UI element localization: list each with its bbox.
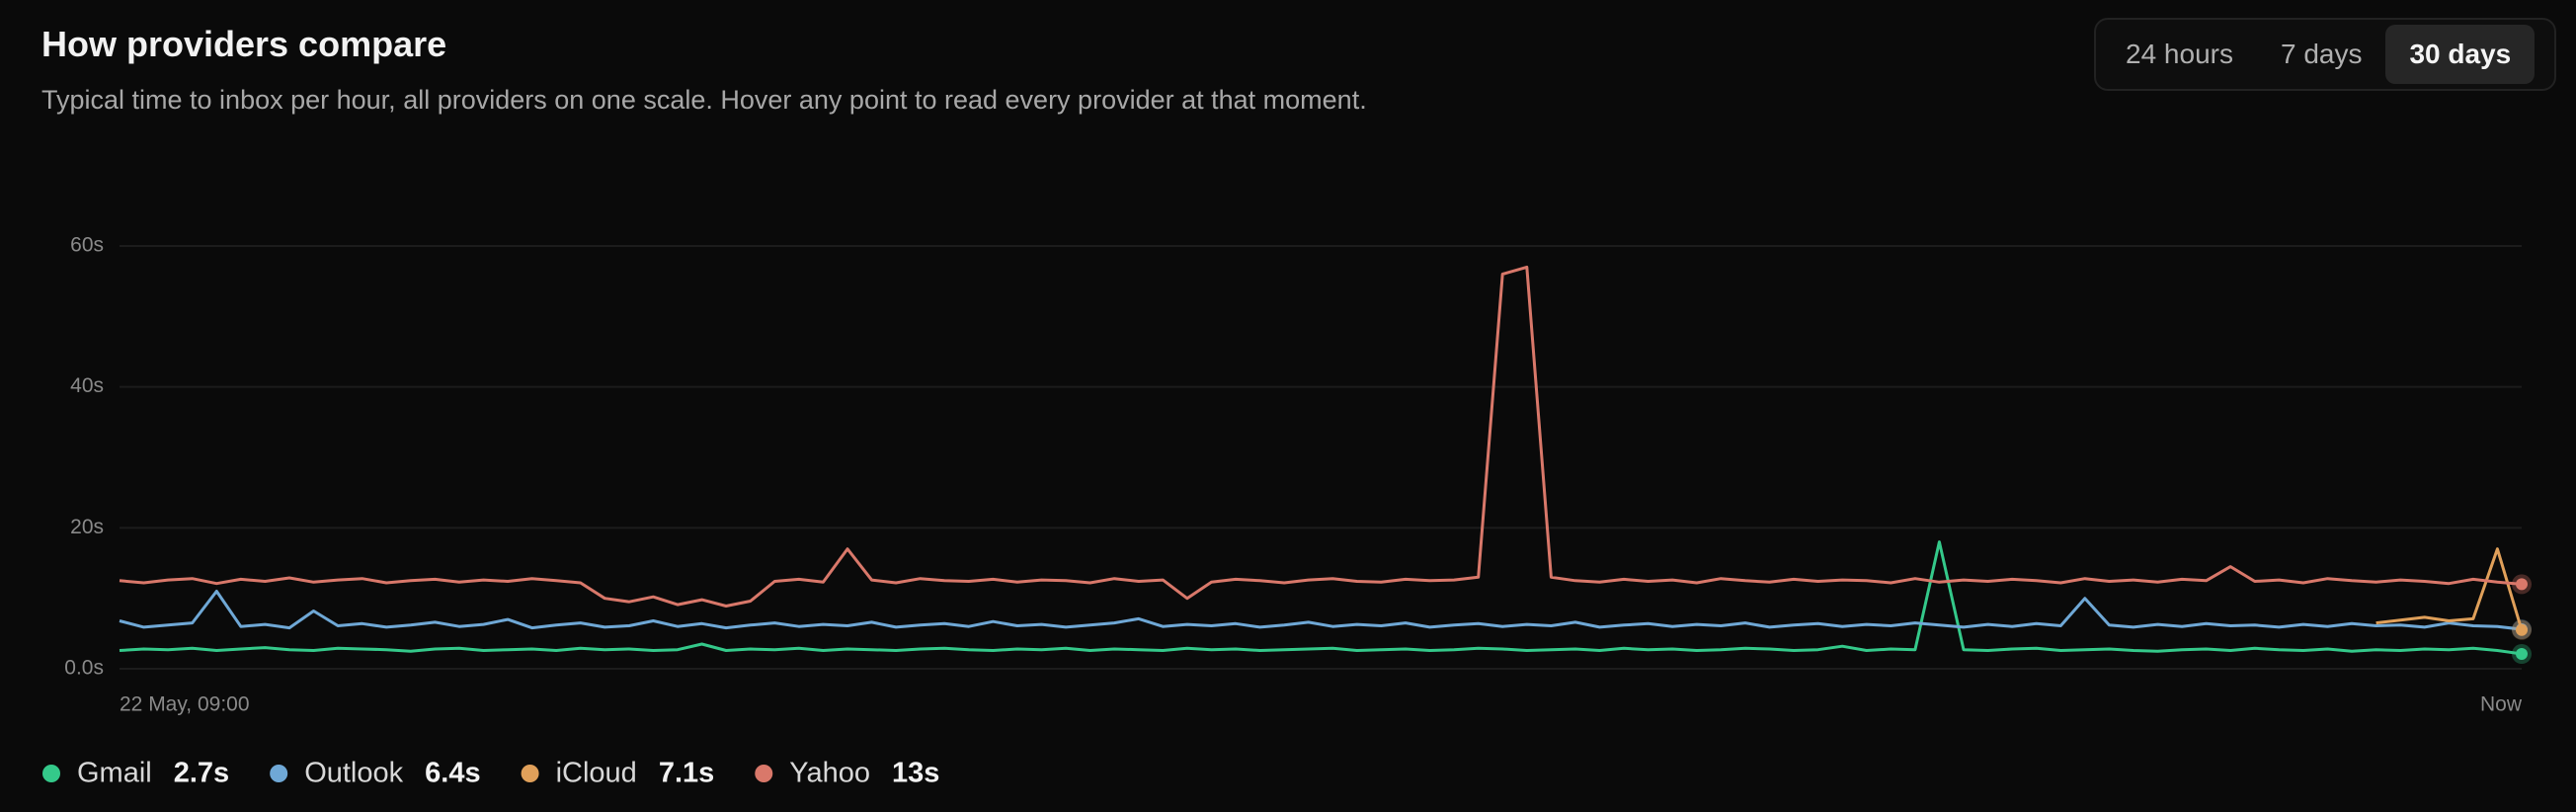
legend-value: 6.4s	[425, 758, 480, 789]
series-line	[119, 265, 2523, 608]
y-tick-label: 0.0s	[64, 657, 104, 680]
legend-label: Gmail	[77, 758, 152, 789]
subtitle: Typical time to inbox per hour, all prov…	[41, 85, 1367, 115]
range-option[interactable]: 30 days	[2385, 25, 2536, 84]
legend-label: Yahoo	[789, 758, 870, 789]
range-option[interactable]: 7 days	[2257, 25, 2386, 84]
end-dot	[2516, 623, 2528, 636]
x-tick-label: Now	[2480, 693, 2523, 716]
legend-swatch	[521, 765, 539, 782]
range-picker: 24 hours 7 days 30 days	[2094, 18, 2556, 91]
range-option[interactable]: 24 hours	[2102, 25, 2257, 84]
legend-swatch	[270, 765, 288, 782]
legend-label: Outlook	[304, 758, 403, 789]
legend-label: iCloud	[556, 758, 637, 789]
title: How providers compare	[41, 24, 447, 64]
series-line	[119, 590, 2523, 631]
x-tick-label: 22 May, 09:00	[120, 693, 250, 716]
y-tick-label: 60s	[70, 234, 104, 257]
legend-swatch	[755, 765, 773, 782]
series-line	[119, 540, 2523, 656]
y-tick-label: 40s	[70, 374, 104, 397]
y-tick-label: 20s	[70, 516, 104, 538]
series-line	[2375, 547, 2524, 631]
legend-value: 7.1s	[659, 758, 714, 789]
legend-value: 13s	[892, 758, 939, 789]
legend-value: 2.7s	[174, 758, 229, 789]
end-dot	[2516, 648, 2528, 661]
legend-swatch	[42, 765, 60, 782]
end-dot	[2516, 578, 2528, 591]
